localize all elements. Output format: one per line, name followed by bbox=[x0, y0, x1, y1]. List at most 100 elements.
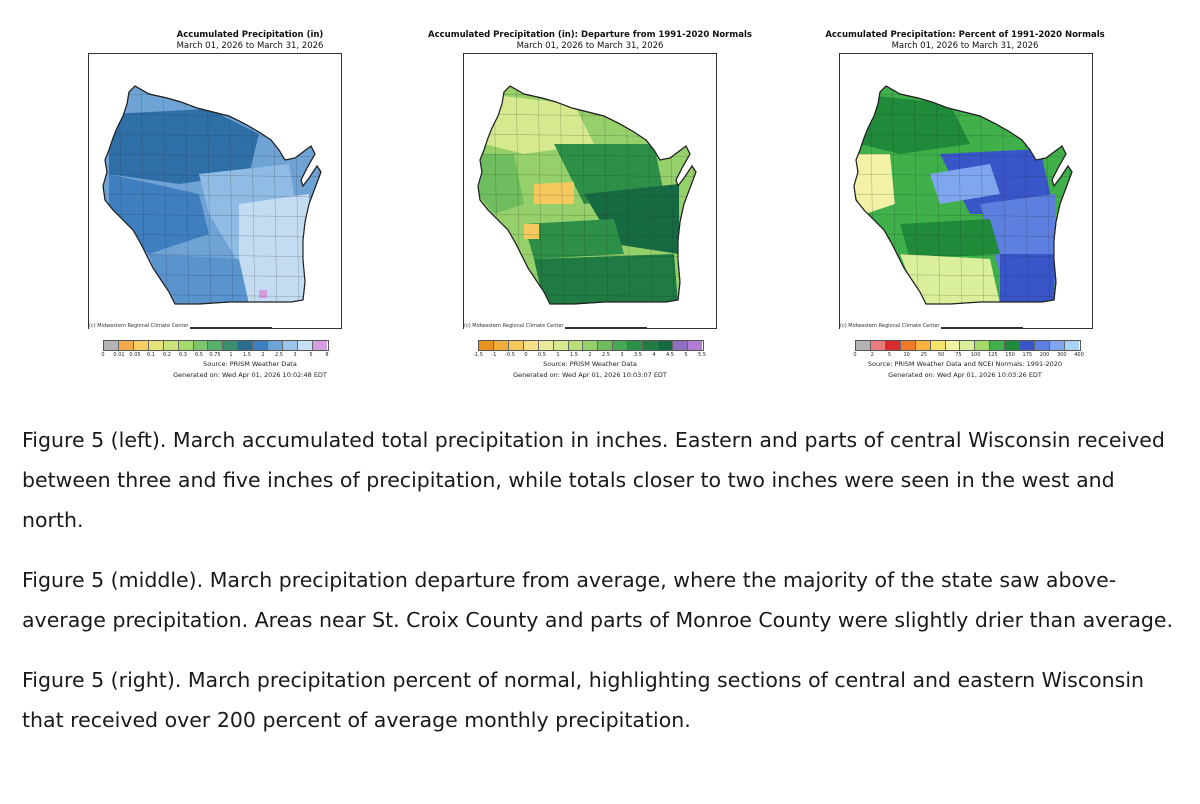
legend-tick-label: 0 bbox=[853, 352, 857, 358]
county-boundary bbox=[854, 173, 1072, 178]
legend-tick-label: 0.5 bbox=[195, 352, 203, 358]
legend-tick-label: 175 bbox=[1022, 352, 1033, 358]
map-zone bbox=[478, 154, 524, 214]
legend-swatch bbox=[613, 341, 629, 350]
legend-swatch bbox=[283, 341, 298, 350]
map-zone bbox=[239, 194, 309, 304]
caption-right: Figure 5 (right). March precipitation pe… bbox=[22, 668, 1145, 732]
legend-tick-label: 150 bbox=[1005, 352, 1015, 358]
legend-swatch bbox=[1005, 341, 1021, 350]
county-boundary bbox=[691, 86, 696, 304]
county-boundary bbox=[854, 153, 1072, 158]
map-panel-departure: Accumulated Precipitation (in): Departur… bbox=[420, 0, 760, 400]
legend-swatch bbox=[870, 341, 886, 350]
map-credit: (c) Midwestern Regional Climate Center bbox=[89, 323, 191, 329]
county-boundary bbox=[854, 213, 1072, 218]
map-zone bbox=[259, 290, 267, 298]
map-panel-total-precip: Accumulated Precipitation (in) March 01,… bbox=[80, 0, 420, 400]
legend-tick-label: 0.2 bbox=[163, 352, 171, 358]
map-zone bbox=[854, 154, 895, 214]
legend-tick-label: -1.5 bbox=[473, 352, 483, 358]
legend-tick-label: 5 bbox=[887, 352, 892, 358]
county-boundary bbox=[103, 153, 321, 158]
legend-swatch bbox=[672, 341, 688, 350]
legend-tick-label: 2 bbox=[261, 352, 265, 358]
map-figure-row: Accumulated Precipitation (in) March 01,… bbox=[0, 0, 1200, 400]
legend-swatch bbox=[223, 341, 239, 350]
legend-swatch bbox=[643, 341, 659, 350]
departure-zones bbox=[478, 94, 679, 304]
legend-tick-label: 0.05 bbox=[129, 352, 141, 358]
county-boundary bbox=[957, 86, 963, 304]
legend-swatch bbox=[687, 341, 702, 350]
map-subtitle: March 01, 2026 to March 31, 2026 bbox=[176, 41, 324, 51]
legend-swatch bbox=[1035, 341, 1050, 350]
legend-tick-label: 100 bbox=[970, 352, 981, 358]
legend-swatch bbox=[990, 341, 1006, 350]
legend-swatch bbox=[975, 341, 991, 350]
county-boundary bbox=[162, 86, 168, 304]
legend-tick-label: -1 bbox=[491, 352, 497, 358]
county-boundary bbox=[854, 193, 1072, 198]
legend-tick-label: 1 bbox=[229, 352, 233, 358]
legend-tick-label: 0.3 bbox=[179, 352, 187, 358]
legend-swatch bbox=[133, 341, 149, 350]
map-subtitle: March 01, 2026 to March 31, 2026 bbox=[891, 41, 1039, 51]
wisconsin-map bbox=[853, 85, 1073, 305]
county-boundary bbox=[206, 86, 212, 304]
county-boundary bbox=[316, 86, 321, 304]
legend-tick-label: 0.01 bbox=[113, 352, 125, 358]
legend-swatch bbox=[598, 341, 614, 350]
legend-ticks: 0 2 5 10 25 50 75 100 125 150 175 200 300 400 bbox=[853, 352, 1083, 360]
legend-swatch bbox=[523, 341, 539, 350]
legend-swatch bbox=[553, 341, 569, 350]
county-boundary bbox=[559, 86, 565, 304]
legend-swatch bbox=[960, 341, 976, 350]
legend-swatch bbox=[479, 341, 494, 350]
map-title: Accumulated Precipitation (in) bbox=[176, 30, 324, 40]
map-generated: Generated on: Wed Apr 01, 2026 10:03:26 … bbox=[888, 371, 1042, 379]
county-boundary bbox=[103, 93, 321, 98]
county-boundary bbox=[103, 193, 321, 198]
legend-swatch bbox=[1020, 341, 1036, 350]
legend-tick-label: 0 bbox=[524, 352, 528, 358]
legend-tick-label: 2 bbox=[588, 352, 592, 358]
map-zone bbox=[900, 254, 1000, 304]
county-boundary bbox=[478, 93, 696, 98]
map-panel-percent-normal: Accumulated Precipitation: Percent of 19… bbox=[795, 0, 1135, 400]
legend-ticks: 0 0.01 0.05 0.1 0.2 0.3 0.5 0.75 1 1.5 2 2.5 3 5 8 bbox=[101, 352, 329, 360]
map-generated: Generated on: Wed Apr 01, 2026 10:03:07 … bbox=[513, 371, 667, 379]
map-source: Source: PRISM Weather Data and NCEI Norm… bbox=[867, 360, 1063, 368]
legend-tick-label: 0 bbox=[101, 352, 105, 358]
county-boundary bbox=[103, 173, 321, 178]
map-credit: (c) Midwestern Regional Climate Center bbox=[840, 323, 942, 329]
map-frame bbox=[839, 53, 1093, 329]
map-frame bbox=[463, 53, 717, 329]
county-boundary bbox=[537, 86, 543, 304]
map-zone bbox=[524, 224, 539, 239]
legend-tick-label: 200 bbox=[1039, 352, 1050, 358]
legend-swatch bbox=[508, 341, 524, 350]
legend-swatch bbox=[885, 341, 901, 350]
legend-swatch bbox=[118, 341, 134, 350]
legend-swatch bbox=[658, 341, 673, 350]
map-title: Accumulated Precipitation: Percent of 19… bbox=[825, 30, 1105, 40]
legend-tick-label: 125 bbox=[988, 352, 998, 358]
legend-tick-label: 75 bbox=[955, 352, 962, 358]
legend-tick-label: 8 bbox=[325, 352, 329, 358]
map-subtitle: March 01, 2026 to March 31, 2026 bbox=[516, 41, 664, 51]
legend-swatch bbox=[1064, 341, 1079, 350]
county-boundary bbox=[478, 213, 696, 218]
legend-tick-label: 10 bbox=[903, 352, 910, 358]
wisconsin-map bbox=[102, 85, 322, 305]
legend-tick-label: 0.75 bbox=[209, 352, 221, 358]
map-zone bbox=[534, 254, 678, 304]
map-zone bbox=[484, 94, 594, 154]
county-boundary bbox=[103, 213, 321, 218]
legend-tick-label: 4 bbox=[652, 352, 656, 358]
legend-swatch bbox=[538, 341, 554, 350]
map-zone bbox=[900, 219, 1000, 259]
map-title: Accumulated Precipitation (in): Departur… bbox=[428, 30, 752, 40]
legend-swatch bbox=[493, 341, 509, 350]
county-boundary bbox=[478, 153, 696, 158]
